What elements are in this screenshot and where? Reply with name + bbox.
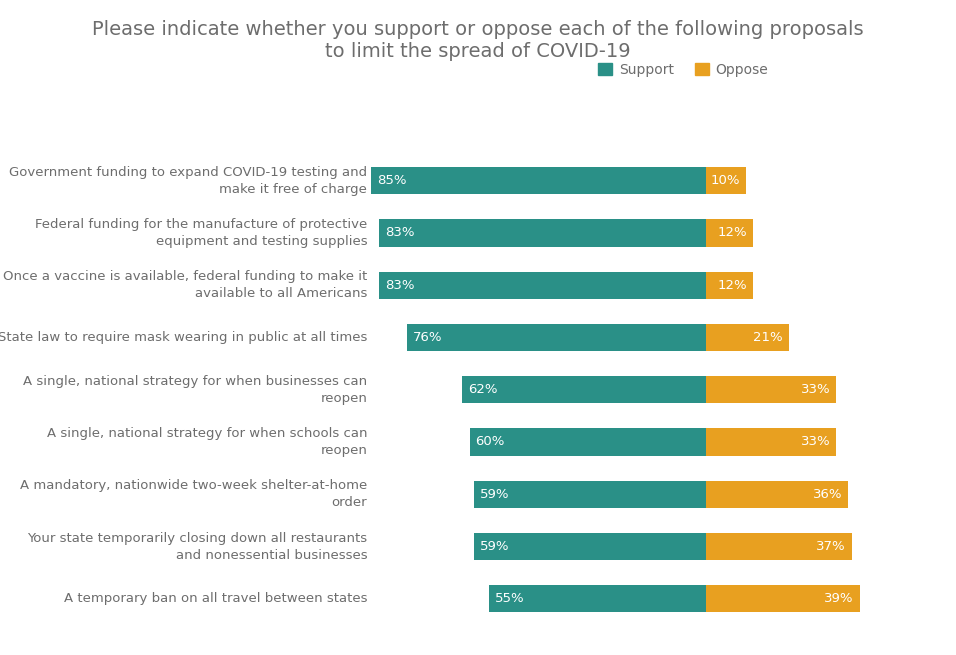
Text: State law to require mask wearing in public at all times: State law to require mask wearing in pub… — [0, 331, 367, 344]
Bar — [706, 376, 836, 403]
Bar — [706, 481, 848, 508]
Bar — [706, 585, 859, 612]
Text: 10%: 10% — [710, 174, 740, 187]
Text: 33%: 33% — [800, 383, 830, 396]
Text: 59%: 59% — [480, 540, 509, 553]
Text: Federal funding for the manufacture of protective
equipment and testing supplies: Federal funding for the manufacture of p… — [35, 218, 367, 248]
Text: 55%: 55% — [495, 592, 525, 605]
Text: Government funding to expand COVID-19 testing and
make it free of charge: Government funding to expand COVID-19 te… — [10, 166, 367, 196]
Bar — [406, 324, 706, 351]
Text: Your state temporarily closing down all restaurants
and nonessential businesses: Your state temporarily closing down all … — [27, 531, 367, 561]
Text: 83%: 83% — [385, 227, 415, 240]
Text: A single, national strategy for when businesses can
reopen: A single, national strategy for when bus… — [23, 375, 367, 405]
Bar — [379, 219, 706, 246]
Bar — [706, 272, 753, 299]
Bar — [706, 324, 789, 351]
Bar — [379, 272, 706, 299]
Text: 37%: 37% — [816, 540, 846, 553]
Bar — [462, 376, 706, 403]
Legend: Support, Oppose: Support, Oppose — [598, 63, 769, 77]
Bar — [489, 585, 706, 612]
Bar — [706, 533, 852, 560]
Bar — [706, 167, 746, 195]
Bar — [469, 428, 706, 456]
Bar — [473, 533, 706, 560]
Bar — [473, 481, 706, 508]
Text: 76%: 76% — [413, 331, 442, 344]
Text: 62%: 62% — [467, 383, 497, 396]
Text: 83%: 83% — [385, 279, 415, 291]
Text: A temporary ban on all travel between states: A temporary ban on all travel between st… — [64, 592, 367, 605]
Text: 36%: 36% — [813, 488, 842, 500]
Bar — [706, 219, 753, 246]
Text: 33%: 33% — [800, 436, 830, 449]
Text: 85%: 85% — [377, 174, 406, 187]
Text: Once a vaccine is available, federal funding to make it
available to all America: Once a vaccine is available, federal fun… — [3, 271, 367, 300]
Text: Please indicate whether you support or oppose each of the following proposals
to: Please indicate whether you support or o… — [92, 20, 864, 61]
Text: 12%: 12% — [718, 227, 748, 240]
Text: A single, national strategy for when schools can
reopen: A single, national strategy for when sch… — [47, 427, 367, 457]
Bar — [371, 167, 706, 195]
Text: 39%: 39% — [824, 592, 854, 605]
Text: 12%: 12% — [718, 279, 748, 291]
Text: 60%: 60% — [475, 436, 505, 449]
Text: A mandatory, nationwide two-week shelter-at-home
order: A mandatory, nationwide two-week shelter… — [20, 479, 367, 509]
Text: 59%: 59% — [480, 488, 509, 500]
Text: 21%: 21% — [753, 331, 783, 344]
Bar — [706, 428, 836, 456]
